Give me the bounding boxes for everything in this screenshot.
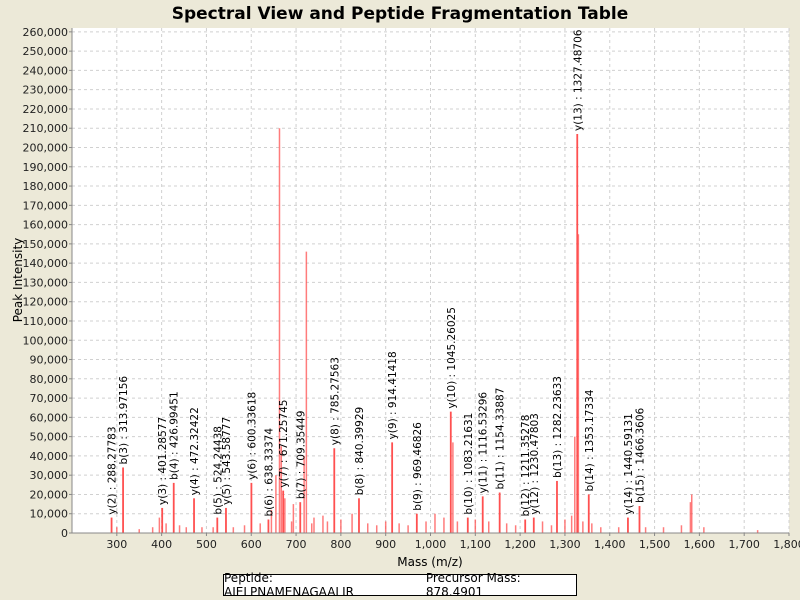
x-tick-label: 400 bbox=[151, 538, 172, 551]
y-tick-label: 190,000 bbox=[23, 161, 69, 174]
y-tick-label: 130,000 bbox=[23, 276, 69, 289]
x-tick-label: 1,500 bbox=[639, 538, 671, 551]
y-tick-label: 200,000 bbox=[23, 142, 69, 155]
peak-label: y(8) : 785.27563 bbox=[329, 357, 341, 445]
y-tick-label: 250,000 bbox=[23, 45, 69, 58]
y-tick-label: 100,000 bbox=[23, 334, 69, 347]
peak-label: y(5) : 543.58777 bbox=[221, 417, 233, 505]
y-tick-label: 170,000 bbox=[23, 199, 69, 212]
grid bbox=[72, 28, 790, 533]
x-tick-label: 1,700 bbox=[728, 538, 760, 551]
y-tick-label: 30,000 bbox=[30, 469, 69, 482]
peak-label: y(4) : 472.32422 bbox=[189, 407, 201, 495]
peak-label: b(4) : 426.99451 bbox=[169, 391, 181, 480]
peak-label: b(5) : 524.24438 bbox=[212, 426, 224, 515]
peak-label: y(7) : 671.25745 bbox=[278, 400, 290, 488]
peak-label: y(11) : 1116.53296 bbox=[478, 392, 490, 494]
y-tick-label: 120,000 bbox=[23, 296, 69, 309]
y-tick-label: 260,000 bbox=[23, 26, 69, 39]
x-tick-label: 900 bbox=[375, 538, 396, 551]
peak-label: b(6) : 638.33374 bbox=[263, 428, 275, 517]
legend-precursor: Precursor Mass: 878.4901 bbox=[425, 571, 521, 599]
peak-label: y(6) : 600.33618 bbox=[246, 392, 258, 480]
x-tick-label: 1,100 bbox=[460, 538, 492, 551]
y-tick-label: 20,000 bbox=[30, 488, 69, 501]
y-tick-label: 0 bbox=[61, 527, 68, 540]
peak-label: b(15) : 1466.3606 bbox=[634, 407, 646, 503]
y-tick-label: 70,000 bbox=[30, 392, 69, 405]
peak-label: y(2) : 288.27783 bbox=[107, 426, 119, 514]
peak-label: y(12) : 1230.47803 bbox=[529, 413, 541, 514]
peak-label: b(11) : 1154.33887 bbox=[495, 388, 507, 490]
y-tick-label: 160,000 bbox=[23, 219, 69, 232]
x-tick-label: 600 bbox=[241, 538, 262, 551]
y-tick-label: 150,000 bbox=[23, 238, 69, 251]
peak-label: b(10) : 1083.21631 bbox=[463, 413, 475, 515]
x-tick-label: 1,200 bbox=[504, 538, 536, 551]
peak-label: y(3) : 401.28577 bbox=[157, 417, 169, 505]
x-tick-label: 1,300 bbox=[549, 538, 581, 551]
x-tick-label: 1,000 bbox=[415, 538, 447, 551]
y-tick-label: 230,000 bbox=[23, 84, 69, 97]
peak-label: b(7) : 709.35449 bbox=[295, 411, 307, 500]
y-tick-label: 180,000 bbox=[23, 180, 69, 193]
peak-label: y(14) : 1440.59131 bbox=[623, 413, 635, 514]
y-tick-label: 220,000 bbox=[23, 103, 69, 116]
y-tick-label: 80,000 bbox=[30, 373, 69, 386]
legend: Peptide: AIELPNAMENAGAALIR Precursor Mas… bbox=[223, 571, 577, 599]
y-tick-label: 140,000 bbox=[23, 257, 69, 270]
peaks bbox=[110, 128, 759, 533]
axes: 0 10,000 20,000 30,000 40,000 50,000 60,000 70,… bbox=[23, 26, 800, 551]
y-tick-label: 110,000 bbox=[23, 315, 69, 328]
y-tick-label: 60,000 bbox=[30, 411, 69, 424]
peak-label: y(9) : 914.41418 bbox=[387, 351, 399, 439]
y-tick-label: 240,000 bbox=[23, 64, 69, 77]
y-tick-label: 40,000 bbox=[30, 450, 69, 463]
peak-label: b(12) : 1211.35278 bbox=[520, 415, 532, 517]
y-tick-label: 210,000 bbox=[23, 122, 69, 135]
y-tick-label: 10,000 bbox=[30, 508, 69, 521]
y-tick-label: 90,000 bbox=[30, 354, 69, 367]
peak-label: b(3) : 313.97156 bbox=[118, 376, 130, 465]
peak-label: y(13) : 1327.48706 bbox=[572, 29, 584, 131]
x-tick-label: 1,400 bbox=[594, 538, 626, 551]
peak-label: b(13) : 1282.23633 bbox=[552, 376, 564, 478]
y-tick-label: 50,000 bbox=[30, 431, 69, 444]
x-tick-label: 500 bbox=[196, 538, 217, 551]
peak-label: b(9) : 969.46826 bbox=[412, 422, 424, 511]
peak-label: b(14) : 1353.17334 bbox=[584, 389, 596, 491]
x-tick-label: 300 bbox=[106, 538, 127, 551]
x-tick-label: 700 bbox=[286, 538, 307, 551]
x-axis-label: Mass (m/z) bbox=[397, 555, 462, 569]
legend-peptide: Peptide: AIELPNAMENAGAALIR bbox=[224, 571, 354, 599]
peak-label: b(8) : 840.39929 bbox=[354, 407, 366, 496]
x-tick-label: 800 bbox=[330, 538, 351, 551]
peak-label: y(10) : 1045.26025 bbox=[446, 307, 458, 408]
y-axis-label: Peak Intensity bbox=[11, 238, 25, 323]
chart-title: Spectral View and Peptide Fragmentation … bbox=[172, 4, 629, 24]
x-tick-label: 1,800 bbox=[773, 538, 800, 551]
x-tick-label: 1,600 bbox=[684, 538, 716, 551]
